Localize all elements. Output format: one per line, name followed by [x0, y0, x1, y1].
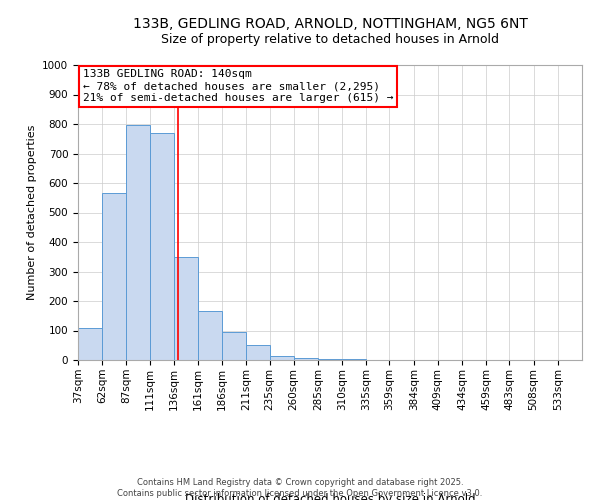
- Bar: [269, 356, 294, 360]
- Bar: [174, 257, 198, 360]
- Text: 133B GEDLING ROAD: 140sqm
← 78% of detached houses are smaller (2,295)
21% of se: 133B GEDLING ROAD: 140sqm ← 78% of detac…: [83, 70, 394, 102]
- X-axis label: Distribution of detached houses by size in Arnold: Distribution of detached houses by size …: [185, 493, 475, 500]
- Bar: [198, 312, 222, 360]
- Bar: [222, 332, 247, 360]
- Y-axis label: Number of detached properties: Number of detached properties: [26, 125, 37, 300]
- Bar: [247, 344, 269, 360]
- Bar: [294, 358, 318, 360]
- Bar: [127, 126, 149, 360]
- Bar: [102, 194, 127, 360]
- Bar: [318, 358, 342, 360]
- Text: Contains HM Land Registry data © Crown copyright and database right 2025.
Contai: Contains HM Land Registry data © Crown c…: [118, 478, 482, 498]
- Bar: [78, 328, 102, 360]
- Text: 133B, GEDLING ROAD, ARNOLD, NOTTINGHAM, NG5 6NT: 133B, GEDLING ROAD, ARNOLD, NOTTINGHAM, …: [133, 18, 527, 32]
- Text: Size of property relative to detached houses in Arnold: Size of property relative to detached ho…: [161, 32, 499, 46]
- Bar: [149, 133, 174, 360]
